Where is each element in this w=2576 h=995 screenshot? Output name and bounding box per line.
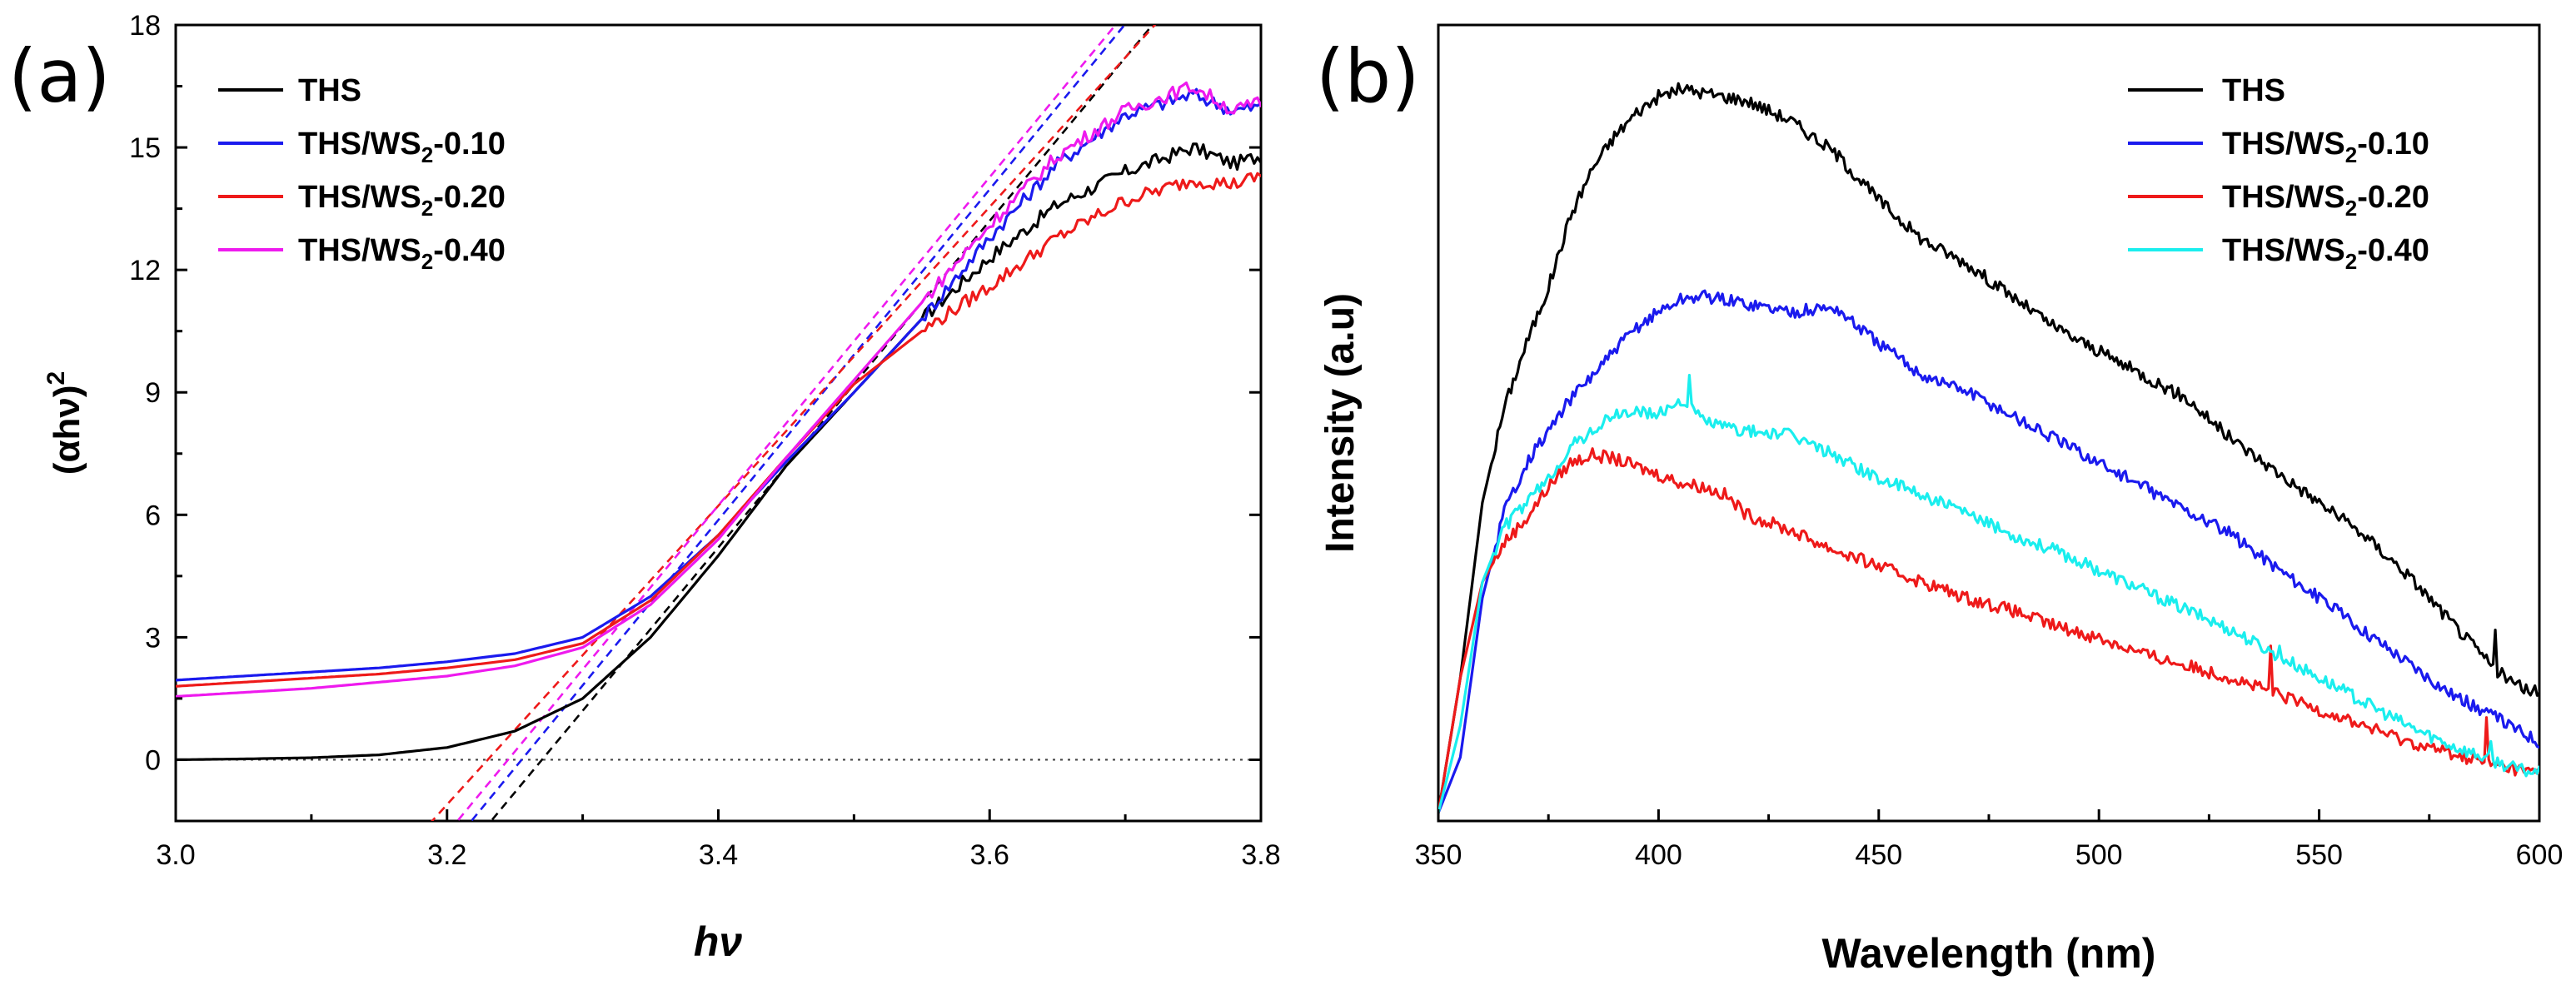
panel-b-series-ths-ws2-0-40 — [1438, 374, 2539, 814]
panel-a-x-tick-label: 3.4 — [699, 839, 738, 871]
panel-a-y-tick-label: 18 — [129, 10, 161, 42]
panel-b-y-axis-label: Intensity (a.u) — [1318, 293, 1363, 553]
panel-a-x-tick-label: 3.8 — [1241, 839, 1280, 871]
panel-a-y-tick-label: 3 — [145, 622, 161, 654]
panel-a-y-tick-label: 15 — [129, 132, 161, 164]
panel-b-legend-label-ths-ws2-0-40: THS/WS2-0.40 — [2222, 233, 2429, 274]
panel-a-fit-line-ths-ws2-0-40 — [456, 25, 1118, 821]
panel-b-legend-label-ths-ws2-0-20: THS/WS2-0.20 — [2222, 180, 2429, 221]
panel-a-x-tick-label: 3.0 — [156, 839, 195, 871]
panel-a-legend-label-ths-ws2-0-20: THS/WS2-0.20 — [298, 180, 506, 221]
panel-a-y-axis-label-main: (αhν) — [47, 385, 87, 475]
panel-a-series-ths-ws2-0-20 — [176, 172, 1261, 688]
panel-b-x-axis-label: Wavelength (nm) — [1822, 930, 2156, 977]
panel-a-x-axis-label: hν — [694, 918, 743, 965]
panel-b-legend-label-ths-ws2-0-10: THS/WS2-0.10 — [2222, 127, 2429, 167]
panel-a-y-axis-label-sup: 2 — [42, 371, 70, 386]
panel-a-fit-line-ths-ws2-0-10 — [470, 25, 1126, 821]
panel-a-y-tick-label: 9 — [145, 377, 161, 409]
panel-a-chart: (a) 3.0 3.2 3.4 3.6 3.8 0 3 6 9 12 15 18 THS THS/WS2… — [8, 10, 1281, 965]
panel-b-series-ths-ws2-0-10 — [1438, 289, 2539, 814]
panel-b-label: (b) — [1316, 33, 1420, 119]
panel-b-series-ths-ws2-0-20 — [1438, 447, 2539, 814]
panel-b-legend-label-ths: THS — [2222, 73, 2285, 108]
panel-a-y-axis-label: (αhν)2 — [42, 371, 87, 475]
panel-a-series-ths-ws2-0-40 — [176, 81, 1261, 699]
panel-a-legend-label-ths-ws2-0-10: THS/WS2-0.10 — [298, 127, 506, 167]
panel-b-chart: (b) 350 400 450 500 550 600 THS THS/WS2-0.10 TH… — [1316, 23, 2564, 977]
panel-b-x-tick-label: 500 — [2075, 839, 2123, 871]
panel-b-x-tick-label: 450 — [1855, 839, 1902, 871]
panel-a-legend-label-ths: THS — [298, 73, 361, 108]
panel-b-x-tick-label: 350 — [1415, 839, 1462, 871]
panel-a-x-tick-label: 3.6 — [970, 839, 1009, 871]
panel-a-y-tick-label: 0 — [145, 744, 161, 776]
panel-b-x-tick-label: 550 — [2295, 839, 2343, 871]
panel-a-fit-line-ths — [489, 25, 1154, 821]
panel-a-y-tick-label: 12 — [129, 255, 161, 286]
panel-b-series-ths — [1438, 82, 2539, 814]
panel-a-label: (a) — [8, 33, 111, 119]
panel-a-x-tick-label: 3.2 — [427, 839, 466, 871]
panel-a-series-ths — [176, 142, 1261, 762]
panel-b-x-tick-label: 400 — [1635, 839, 1682, 871]
panel-a-fit-line-ths-ws2-0-20 — [431, 25, 1157, 821]
panel-a-series-ths-ws2-0-10 — [176, 87, 1261, 682]
panel-a-y-tick-label: 6 — [145, 500, 161, 531]
panel-a-legend-label-ths-ws2-0-40: THS/WS2-0.40 — [298, 233, 506, 274]
panel-b-x-tick-label: 600 — [2516, 839, 2564, 871]
